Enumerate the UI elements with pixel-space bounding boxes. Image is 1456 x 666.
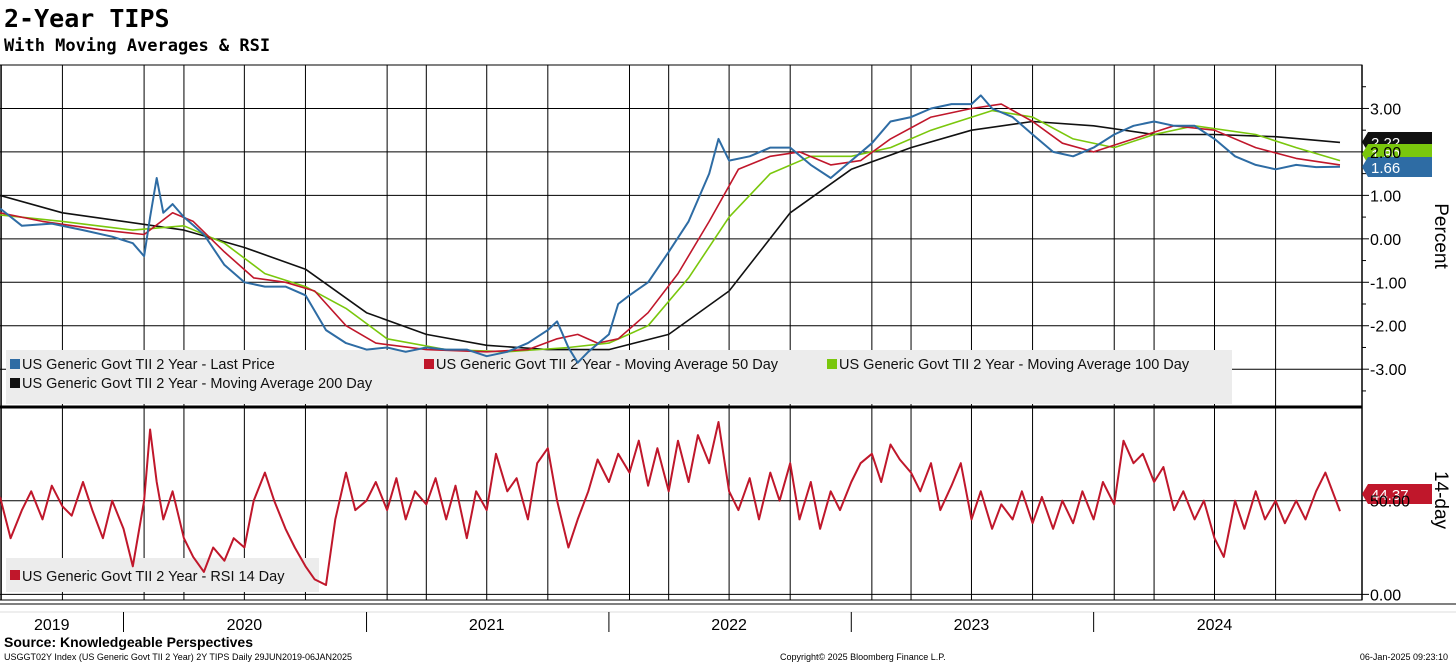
x-tick-label: 2023 — [954, 617, 990, 634]
value-tag-label: 44.37 — [1371, 487, 1409, 504]
legend-swatch — [827, 359, 837, 369]
legend-label: US Generic Govt TII 2 Year - Moving Aver… — [436, 357, 779, 373]
price-series-line — [0, 120, 1341, 351]
price-series-line — [0, 94, 1341, 364]
price-y-tick-label: 3.00 — [1370, 101, 1401, 118]
x-tick-label: 2020 — [227, 617, 263, 634]
value-tag-box — [1362, 157, 1432, 177]
source-note: Source: Knowledgeable Perspectives — [4, 634, 253, 650]
legend-label: US Generic Govt TII 2 Year - Moving Aver… — [22, 376, 373, 392]
x-axis-labels: 2019 2020 2021 2022 2023 2024 — [0, 611, 1456, 634]
legend-box — [6, 350, 1232, 404]
price-y-tick-label: -3.00 — [1370, 362, 1407, 379]
plot-frame — [0, 64, 1363, 601]
legend-swatch — [10, 378, 20, 388]
chart-title: 2-Year TIPS — [4, 4, 170, 33]
legend-label: US Generic Govt TII 2 Year - RSI 14 Day — [22, 569, 285, 585]
rsi-value-tag: 44.37 — [1362, 484, 1432, 504]
x-tick-label: 2022 — [711, 617, 747, 634]
footer-timestamp: 06-Jan-2025 09:23:10 — [1359, 652, 1448, 662]
axes — [0, 64, 1456, 605]
rsi-legend: US Generic Govt TII 2 Year - RSI 14 Day — [6, 558, 319, 592]
legend-box — [6, 558, 319, 592]
grid — [0, 65, 1362, 600]
price-y-axis-label: Percent — [1430, 203, 1451, 269]
legend-label: US Generic Govt TII 2 Year - Moving Aver… — [839, 357, 1190, 373]
footer-index-info: USGGT02Y Index (US Generic Govt TII 2 Ye… — [4, 652, 353, 662]
rsi-series-line — [0, 421, 1341, 586]
y-axis-labels: 3.00 2.00 1.00 0.00 -1.00 -2.00 -3.00 50.00 0.00… — [1370, 101, 1451, 604]
price-legend: US Generic Govt TII 2 Year - Last Price U… — [6, 350, 1232, 404]
footer-copyright: Copyright© 2025 Bloomberg Finance L.P. — [780, 652, 946, 662]
price-y-tick-label: -2.00 — [1370, 319, 1407, 336]
legend-swatch — [424, 359, 434, 369]
chart-subtitle: With Moving Averages & RSI — [4, 36, 271, 56]
series-layer — [0, 94, 1341, 586]
last-price-value-tag: 1.66 — [1362, 157, 1432, 177]
price-y-tick-label: 2.00 — [1370, 145, 1401, 162]
x-tick-label: 2024 — [1197, 617, 1233, 634]
legend-swatch — [10, 570, 20, 580]
value-tag-label: 1.66 — [1371, 160, 1400, 177]
price-y-tick-label: 0.00 — [1370, 232, 1401, 249]
price-series-line — [0, 103, 1341, 353]
legend-swatch — [10, 359, 20, 369]
x-tick-label: 2021 — [469, 617, 505, 634]
price-y-tick-label: -1.00 — [1370, 275, 1407, 292]
x-tick-label: 2019 — [34, 617, 70, 634]
price-series-line — [0, 109, 1341, 353]
rsi-y-tick-label: 0.00 — [1370, 587, 1401, 604]
rsi-y-tick-label: 50.00 — [1370, 494, 1410, 511]
price-y-tick-label: 1.00 — [1370, 188, 1401, 205]
legend-label: US Generic Govt TII 2 Year - Last Price — [22, 357, 275, 373]
rsi-y-axis-label: 14-day — [1430, 471, 1451, 530]
value-tag-box — [1362, 484, 1432, 504]
